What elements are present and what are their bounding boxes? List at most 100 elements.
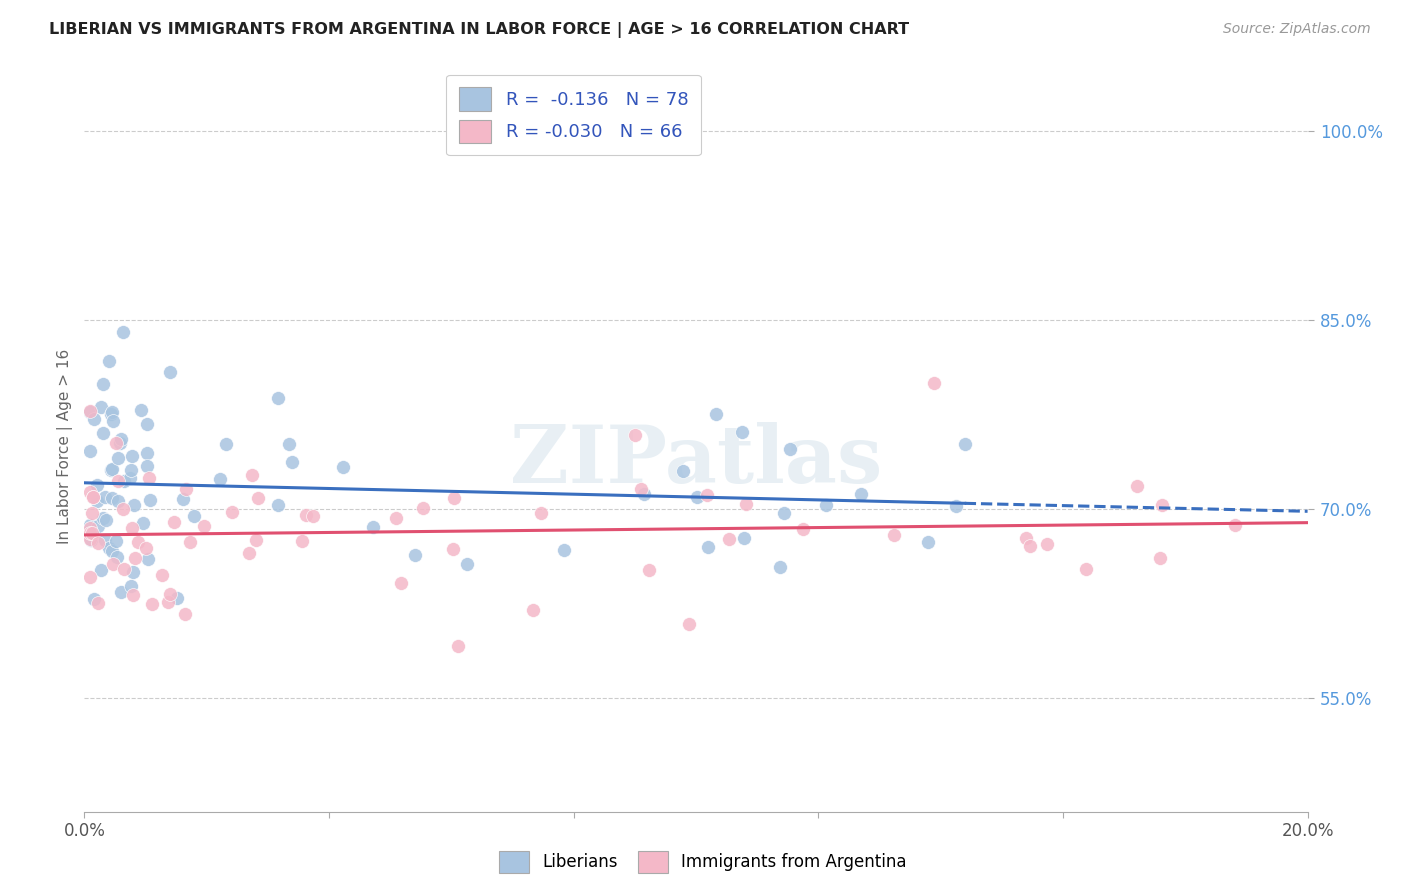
Point xyxy=(240,468,263,483)
Point xyxy=(79,405,101,419)
Point xyxy=(849,487,872,501)
Point xyxy=(79,569,101,583)
Point xyxy=(733,532,755,546)
Point xyxy=(917,534,939,549)
Point xyxy=(131,516,153,530)
Point xyxy=(1150,499,1173,513)
Point xyxy=(79,404,101,418)
Point xyxy=(79,525,101,540)
Point xyxy=(623,428,645,442)
Point xyxy=(447,639,470,653)
Point xyxy=(302,508,325,523)
Point xyxy=(87,596,110,610)
Point xyxy=(150,567,173,582)
Text: Source: ZipAtlas.com: Source: ZipAtlas.com xyxy=(1223,22,1371,37)
Point xyxy=(100,462,122,476)
Point xyxy=(110,433,132,447)
Point xyxy=(121,450,143,464)
Point xyxy=(522,603,544,617)
Point xyxy=(127,534,149,549)
Point xyxy=(779,442,801,457)
Point xyxy=(389,575,412,590)
Point xyxy=(118,471,141,485)
Point xyxy=(107,494,129,508)
Point xyxy=(112,475,135,489)
Point xyxy=(1126,479,1149,493)
Point xyxy=(267,498,290,512)
Point xyxy=(122,498,145,512)
Point xyxy=(122,565,145,579)
Point xyxy=(530,507,553,521)
Point xyxy=(238,546,260,560)
Point xyxy=(704,407,727,421)
Point xyxy=(98,353,121,368)
Legend: R =  -0.136   N = 78, R = -0.030   N = 66: R = -0.136 N = 78, R = -0.030 N = 66 xyxy=(446,75,702,155)
Point xyxy=(1223,517,1246,532)
Point xyxy=(209,472,232,486)
Point xyxy=(183,508,205,523)
Text: LIBERIAN VS IMMIGRANTS FROM ARGENTINA IN LABOR FORCE | AGE > 16 CORRELATION CHAR: LIBERIAN VS IMMIGRANTS FROM ARGENTINA IN… xyxy=(49,22,910,38)
Point xyxy=(105,534,128,549)
Point xyxy=(110,585,132,599)
Point xyxy=(179,535,201,549)
Point xyxy=(120,579,142,593)
Point xyxy=(245,533,267,547)
Point xyxy=(82,491,104,505)
Point xyxy=(361,520,384,534)
Point xyxy=(214,437,236,451)
Point xyxy=(412,501,434,516)
Point xyxy=(953,437,976,451)
Point xyxy=(87,519,110,533)
Y-axis label: In Labor Force | Age > 16: In Labor Force | Age > 16 xyxy=(58,349,73,543)
Point xyxy=(686,490,709,504)
Point xyxy=(280,455,302,469)
Point xyxy=(136,552,159,566)
Point xyxy=(97,541,120,555)
Point xyxy=(107,474,129,488)
Point xyxy=(633,487,655,501)
Point xyxy=(111,501,134,516)
Point xyxy=(82,526,104,541)
Point xyxy=(792,522,814,536)
Point xyxy=(769,560,792,574)
Point xyxy=(120,463,142,477)
Point xyxy=(141,597,163,611)
Point xyxy=(100,544,122,558)
Point xyxy=(404,548,426,562)
Point xyxy=(139,493,162,508)
Point xyxy=(110,436,132,450)
Point xyxy=(96,513,118,527)
Point xyxy=(159,587,181,601)
Point xyxy=(122,588,145,602)
Point xyxy=(332,459,354,474)
Point xyxy=(1035,537,1057,551)
Point xyxy=(124,550,146,565)
Point xyxy=(443,491,465,506)
Point xyxy=(246,491,269,506)
Point xyxy=(672,464,695,478)
Point xyxy=(291,533,314,548)
Point xyxy=(277,437,299,451)
Point xyxy=(731,425,754,439)
Point xyxy=(883,527,905,541)
Point xyxy=(295,508,318,522)
Point xyxy=(101,405,124,419)
Point xyxy=(553,543,575,558)
Point xyxy=(136,417,159,431)
Point xyxy=(174,607,197,621)
Point xyxy=(87,535,110,549)
Legend: Liberians, Immigrants from Argentina: Liberians, Immigrants from Argentina xyxy=(492,845,914,880)
Point xyxy=(121,521,143,535)
Point xyxy=(135,541,157,555)
Point xyxy=(815,498,838,512)
Point xyxy=(266,391,288,405)
Point xyxy=(86,478,108,492)
Point xyxy=(773,507,796,521)
Point xyxy=(107,451,129,466)
Point xyxy=(90,563,112,577)
Point xyxy=(924,376,946,390)
Point xyxy=(90,401,112,415)
Point xyxy=(91,510,114,524)
Point xyxy=(83,591,105,606)
Point xyxy=(111,326,134,340)
